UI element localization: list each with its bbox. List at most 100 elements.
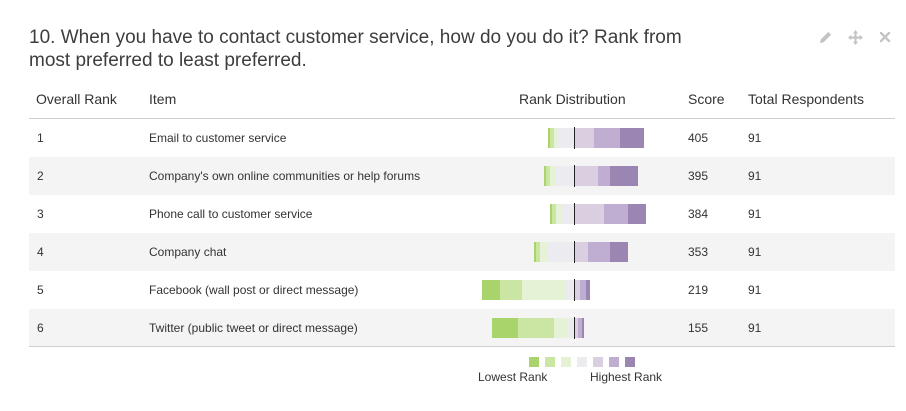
rank-segment: [536, 242, 540, 262]
legend-swatch: [545, 357, 555, 367]
distribution-midline: [574, 203, 575, 225]
header-score[interactable]: Score: [688, 91, 725, 107]
rank-segment: [482, 280, 500, 300]
rank-segment: [554, 128, 558, 148]
legend-swatch: [625, 357, 635, 367]
question-toolbar: [816, 28, 894, 46]
rank-segment: [554, 318, 568, 338]
rank-segment: [574, 242, 588, 262]
row-total-respondents: 91: [748, 169, 762, 183]
row-item: Phone call to customer service: [149, 207, 313, 221]
rank-segment: [550, 204, 552, 224]
rank-segment: [578, 318, 582, 338]
rank-distribution-bar: [29, 233, 895, 271]
row-rank: 1: [37, 131, 44, 145]
row-rank: 2: [37, 169, 44, 183]
row-rank: 4: [37, 245, 44, 259]
rank-segment: [610, 242, 628, 262]
distribution-midline: [574, 279, 575, 301]
row-total-respondents: 91: [748, 283, 762, 297]
rank-segment: [610, 166, 638, 186]
row-total-respondents: 91: [748, 245, 762, 259]
table-row: 2 Company's own online communities or he…: [29, 157, 895, 195]
rank-segment: [574, 128, 594, 148]
rank-segment: [574, 318, 578, 338]
row-rank: 3: [37, 207, 44, 221]
rank-segment: [550, 166, 556, 186]
row-item: Company's own online communities or help…: [149, 169, 421, 183]
pencil-icon[interactable]: [816, 28, 834, 46]
rank-segment: [534, 242, 536, 262]
rank-legend: Lowest Rank Highest Rank: [478, 357, 678, 387]
rank-distribution-bar: [29, 309, 895, 347]
rank-segment: [546, 166, 550, 186]
rank-segment: [628, 204, 646, 224]
rank-segment: [620, 128, 644, 148]
rank-segment: [604, 204, 628, 224]
rank-segment: [568, 318, 574, 338]
header-total-respondents[interactable]: Total Respondents: [748, 91, 864, 107]
table-row: 1 Email to customer service 405 91: [29, 119, 895, 157]
rank-segment: [574, 166, 598, 186]
table-row: 6 Twitter (public tweet or direct messag…: [29, 309, 895, 347]
rank-segment: [540, 242, 548, 262]
rank-segment: [500, 280, 522, 300]
rank-distribution-bar: [29, 157, 895, 195]
rank-segment: [582, 318, 584, 338]
header-overall-rank[interactable]: Overall Rank: [36, 91, 117, 107]
row-score: 395: [688, 169, 709, 183]
row-total-respondents: 91: [748, 321, 762, 335]
question-title: 10. When you have to contact customer se…: [29, 27, 682, 71]
rank-segment: [518, 318, 554, 338]
legend-swatch: [529, 357, 539, 367]
rank-segment: [566, 280, 574, 300]
row-item: Twitter (public tweet or direct message): [149, 321, 358, 335]
rank-segment: [580, 280, 586, 300]
legend-highest-rank-label: Highest Rank: [590, 370, 663, 384]
row-total-respondents: 91: [748, 207, 762, 221]
row-rank: 6: [37, 321, 44, 335]
table-row: 5 Facebook (wall post or direct message)…: [29, 271, 895, 309]
rank-segment: [552, 204, 556, 224]
rank-segment: [550, 128, 554, 148]
row-score: 219: [688, 283, 709, 297]
ranking-table: 1 Email to customer service 405 91 2 Com…: [29, 119, 895, 347]
rank-segment: [574, 280, 580, 300]
rank-segment: [548, 242, 574, 262]
row-total-respondents: 91: [748, 131, 762, 145]
legend-lowest-rank-label: Lowest Rank: [478, 370, 548, 384]
row-item: Facebook (wall post or direct message): [149, 283, 359, 297]
distribution-midline: [574, 317, 575, 339]
row-item: Email to customer service: [149, 131, 287, 145]
rank-distribution-bar: [29, 271, 895, 309]
legend-swatch: [561, 357, 571, 367]
rank-segment: [548, 128, 550, 148]
table-row: 3 Phone call to customer service 384 91: [29, 195, 895, 233]
close-icon[interactable]: [876, 28, 894, 46]
distribution-midline: [574, 165, 575, 187]
header-item[interactable]: Item: [149, 91, 177, 107]
row-score: 155: [688, 321, 709, 335]
legend-swatch: [577, 357, 587, 367]
rank-segment: [556, 166, 574, 186]
header-rank-distribution: Rank Distribution: [519, 91, 626, 107]
rank-segment: [492, 318, 518, 338]
rank-segment: [588, 242, 610, 262]
distribution-midline: [574, 127, 575, 149]
rank-segment: [544, 166, 546, 186]
rank-segment: [556, 204, 562, 224]
table-header: Overall Rank Item Rank Distribution Scor…: [29, 91, 895, 119]
row-rank: 5: [37, 283, 44, 297]
rank-segment: [562, 204, 574, 224]
rank-segment: [598, 166, 610, 186]
rank-distribution-bar: [29, 195, 895, 233]
legend-swatch: [593, 357, 603, 367]
rank-segment: [574, 204, 604, 224]
row-score: 405: [688, 131, 709, 145]
rank-distribution-bar: [29, 119, 895, 157]
move-arrows-icon[interactable]: [846, 28, 864, 46]
row-score: 384: [688, 207, 709, 221]
rank-segment: [558, 128, 574, 148]
row-item: Company chat: [149, 245, 227, 259]
rank-segment: [594, 128, 620, 148]
